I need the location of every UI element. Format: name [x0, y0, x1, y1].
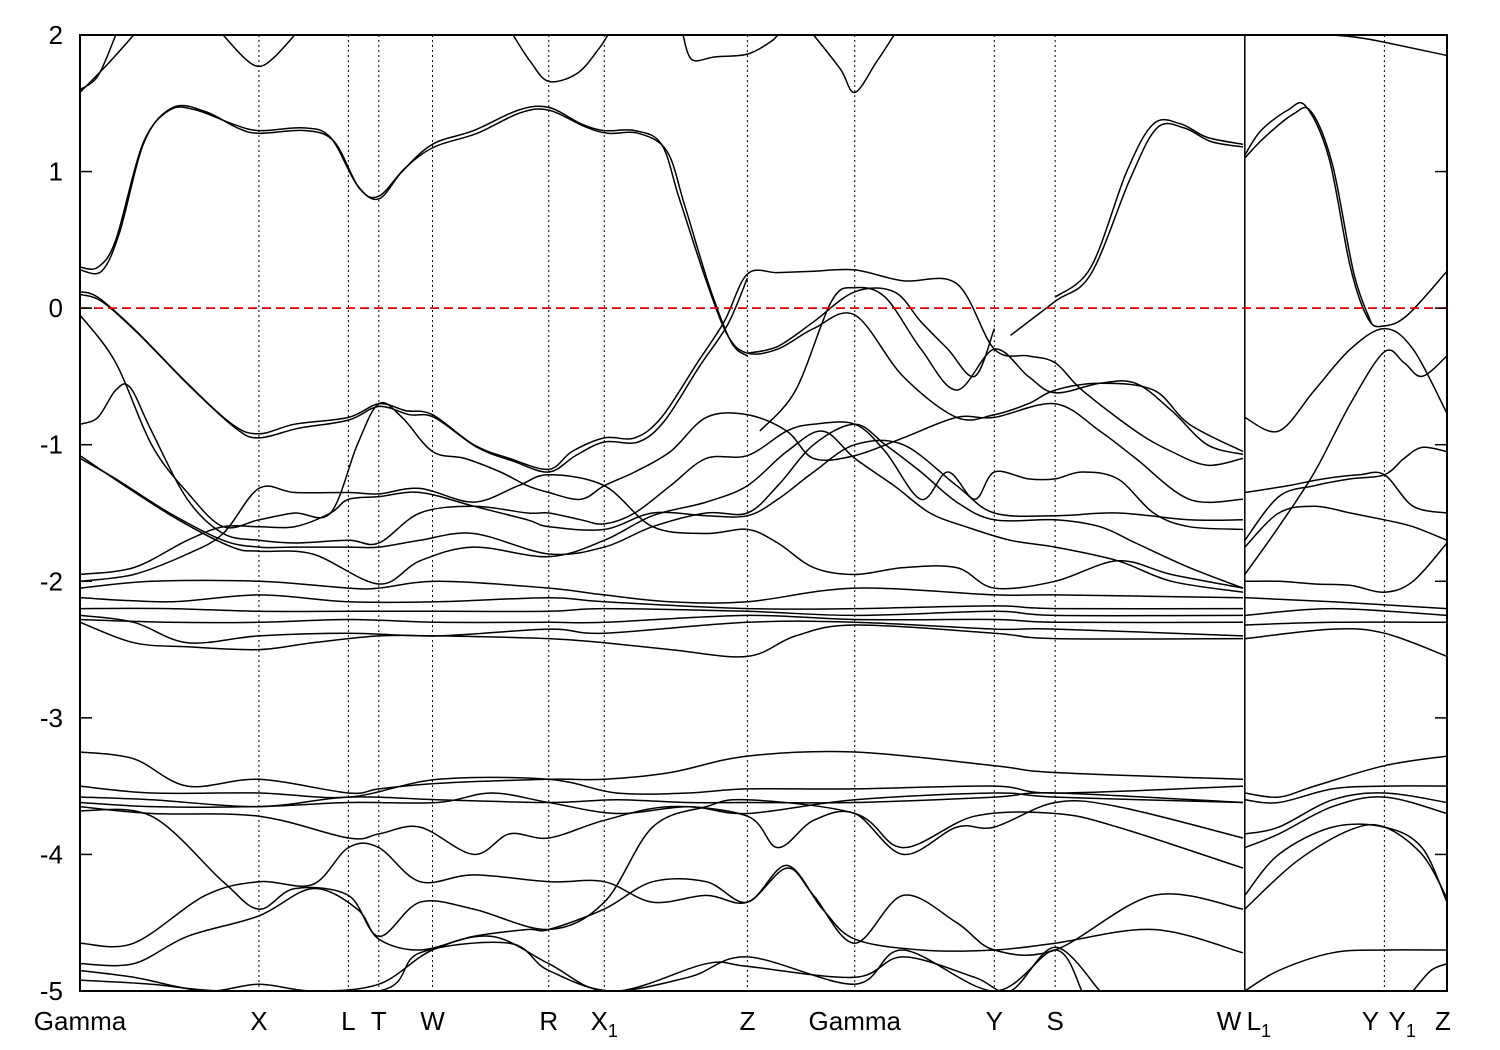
band-12 — [1009, 122, 1244, 337]
band-53 — [1244, 823, 1447, 903]
band-41 — [80, 792, 1244, 808]
band-35 — [1244, 596, 1447, 610]
band-51 — [1244, 792, 1447, 835]
y-tick-label-6: -4 — [40, 839, 63, 869]
y-tick-label-7: -5 — [40, 976, 63, 1006]
y-tick-label-1: 1 — [49, 157, 63, 187]
band-6 — [1332, 35, 1447, 57]
band-43 — [80, 799, 1244, 856]
band-31 — [1244, 471, 1447, 514]
band-23 — [80, 579, 1244, 604]
band-14 — [80, 277, 749, 473]
band-48 — [80, 941, 1101, 991]
band-10 — [1244, 106, 1373, 325]
band-27 — [80, 621, 1244, 658]
band-34 — [1244, 542, 1447, 593]
k-label-15: Z — [1435, 1006, 1451, 1036]
band-19 — [80, 423, 1244, 589]
k-label-12: L1 — [1247, 1006, 1271, 1041]
band-1 — [80, 35, 117, 91]
y-tick-label-0: 2 — [49, 20, 63, 50]
k-label-2: L — [341, 1006, 355, 1036]
k-point-gridlines — [258, 35, 1385, 991]
k-label-13: Y — [1362, 1006, 1379, 1036]
k-label-7: Z — [739, 1006, 755, 1036]
band-21 — [80, 439, 1244, 576]
band-30 — [1244, 446, 1447, 541]
band-50 — [1244, 785, 1447, 804]
band-39 — [80, 750, 1244, 795]
x-axis: Gamma X L T W R X1 Z Gamma Y S W L1 Y Y1 Z — [34, 1006, 1451, 1041]
k-label-3: T — [371, 1006, 387, 1036]
band-lines — [80, 35, 1447, 991]
band-37 — [1244, 621, 1447, 626]
k-label-9: Y — [986, 1006, 1003, 1036]
y-axis: 2 1 0 -1 -2 -3 -4 -5 — [40, 20, 1447, 1006]
band-13 — [80, 268, 1244, 471]
k-label-10: S — [1046, 1006, 1063, 1036]
band-17 — [80, 314, 1244, 529]
band-32 — [1244, 349, 1447, 575]
band-3 — [512, 35, 609, 83]
k-label-4: W — [420, 1006, 445, 1036]
k-label-1: X — [250, 1006, 267, 1036]
band-54 — [1244, 823, 1447, 910]
band-15 — [747, 287, 995, 378]
band-22 — [80, 474, 1244, 590]
band-26 — [80, 614, 1244, 624]
band-45 — [80, 842, 1244, 956]
band-8 — [80, 104, 748, 357]
band-52 — [1244, 796, 1447, 849]
k-label-14: Y1 — [1388, 1006, 1415, 1041]
band-46 — [80, 864, 1244, 967]
band-16 — [759, 286, 1244, 456]
band-18 — [80, 383, 1244, 546]
band-36 — [1244, 607, 1447, 617]
band-25 — [80, 607, 1244, 617]
band-5 — [813, 35, 895, 94]
band-7 — [80, 105, 1244, 453]
band-33 — [1244, 327, 1447, 433]
y-tick-label-2: 0 — [49, 293, 63, 323]
plot-frame — [79, 34, 1448, 992]
band-20 — [80, 430, 1244, 593]
k-label-0: Gamma — [34, 1006, 127, 1036]
band-38 — [1244, 627, 1447, 658]
band-44 — [80, 798, 1244, 938]
k-label-6: X1 — [591, 1006, 618, 1041]
band-28 — [80, 614, 1244, 644]
band-47 — [80, 935, 1083, 991]
k-label-5: R — [539, 1006, 558, 1036]
band-56 — [1412, 962, 1447, 991]
band-2 — [222, 35, 296, 68]
band-42 — [80, 792, 1244, 815]
band-29 — [1244, 505, 1447, 548]
band-11 — [1054, 118, 1244, 298]
band-24 — [80, 594, 1244, 610]
band-4 — [682, 35, 779, 62]
band-55 — [1244, 949, 1447, 991]
band-49 — [1244, 755, 1447, 799]
k-label-11: W — [1217, 1006, 1242, 1036]
band-9 — [1244, 101, 1447, 328]
band-40 — [80, 776, 1244, 799]
k-label-8: Gamma — [809, 1006, 902, 1036]
y-tick-label-5: -3 — [40, 703, 63, 733]
y-tick-label-3: -1 — [40, 430, 63, 460]
band-0 — [80, 35, 135, 93]
y-tick-label-4: -2 — [40, 566, 63, 596]
